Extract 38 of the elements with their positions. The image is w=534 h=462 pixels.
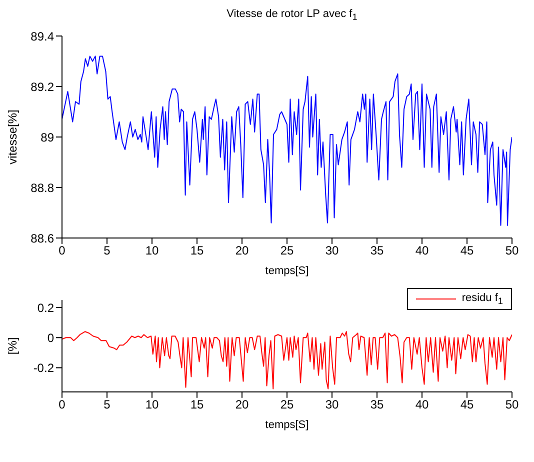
x-tick-label: 35	[370, 244, 384, 258]
x-tick-label: 20	[235, 397, 249, 412]
line-series	[62, 331, 512, 390]
x-tick-label: 20	[235, 244, 249, 258]
x-tick-label: 5	[104, 397, 111, 412]
x-tick-label: 5	[104, 244, 111, 258]
x-tick-label: 15	[190, 397, 204, 412]
x-tick-label: 25	[280, 397, 294, 412]
x-tick-label: 45	[460, 397, 474, 412]
chart-title: Vitesse de rotor LP avec f$_{1}$	[226, 8, 358, 22]
y-tick-label: 88.6	[30, 231, 54, 246]
y-tick-label: -0.2	[33, 360, 54, 375]
x-tick-label: 35	[370, 397, 384, 412]
x-tick-label: 50	[505, 244, 519, 258]
y-tick-label: 89.4	[30, 29, 54, 44]
y-axis-title: [%]	[5, 337, 20, 355]
y-tick-label: 89.2	[30, 80, 54, 94]
y-tick-label: 89	[40, 130, 54, 144]
x-tick-label: 0	[58, 397, 66, 412]
x-tick-label: 45	[460, 244, 474, 258]
y-tick-label: 0	[47, 330, 54, 345]
y-tick-label: 0.2	[37, 300, 54, 315]
x-tick-label: 10	[145, 244, 159, 258]
x-tick-label: 50	[505, 397, 519, 412]
x-tick-label: 30	[325, 397, 339, 412]
x-axis-title: temps[S]	[265, 418, 309, 431]
line-series	[62, 56, 512, 226]
x-axis-title: temps[S]	[265, 265, 309, 277]
x-tick-label: 0	[58, 244, 66, 258]
x-tick-label: 40	[415, 397, 429, 412]
x-tick-label: 30	[325, 244, 339, 258]
x-tick-label: 25	[280, 244, 294, 258]
x-tick-label: 10	[145, 397, 159, 412]
legend-label: residu f$_{1}$	[462, 292, 503, 306]
x-tick-label: 15	[190, 244, 204, 258]
y-axis-title: vitesse[%]	[5, 110, 20, 164]
x-tick-label: 40	[415, 244, 429, 258]
y-tick-label: 88.8	[30, 180, 54, 195]
